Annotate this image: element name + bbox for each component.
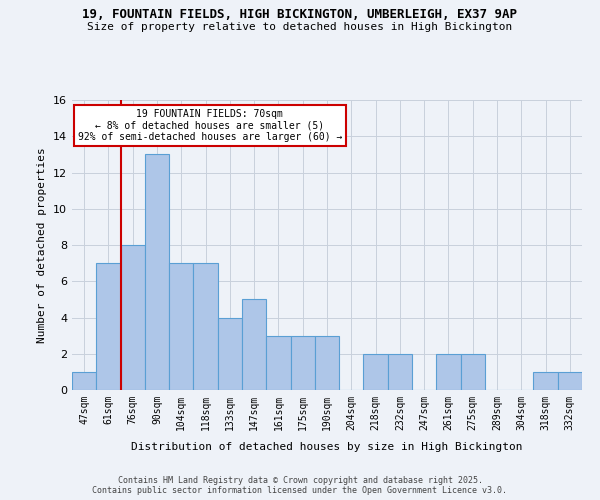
Text: Size of property relative to detached houses in High Bickington: Size of property relative to detached ho… <box>88 22 512 32</box>
Bar <box>266 336 290 390</box>
Bar <box>193 263 218 390</box>
Bar <box>121 245 145 390</box>
Bar <box>315 336 339 390</box>
Bar <box>242 300 266 390</box>
Bar <box>388 354 412 390</box>
Bar <box>558 372 582 390</box>
Bar <box>436 354 461 390</box>
Y-axis label: Number of detached properties: Number of detached properties <box>37 147 47 343</box>
Text: 19, FOUNTAIN FIELDS, HIGH BICKINGTON, UMBERLEIGH, EX37 9AP: 19, FOUNTAIN FIELDS, HIGH BICKINGTON, UM… <box>83 8 517 20</box>
Bar <box>96 263 121 390</box>
Bar <box>145 154 169 390</box>
Bar <box>364 354 388 390</box>
Bar <box>461 354 485 390</box>
Text: 19 FOUNTAIN FIELDS: 70sqm
← 8% of detached houses are smaller (5)
92% of semi-de: 19 FOUNTAIN FIELDS: 70sqm ← 8% of detach… <box>77 108 342 142</box>
Bar <box>218 318 242 390</box>
Text: Contains HM Land Registry data © Crown copyright and database right 2025.
Contai: Contains HM Land Registry data © Crown c… <box>92 476 508 495</box>
Bar <box>533 372 558 390</box>
Bar <box>169 263 193 390</box>
Bar <box>72 372 96 390</box>
Bar <box>290 336 315 390</box>
Text: Distribution of detached houses by size in High Bickington: Distribution of detached houses by size … <box>131 442 523 452</box>
